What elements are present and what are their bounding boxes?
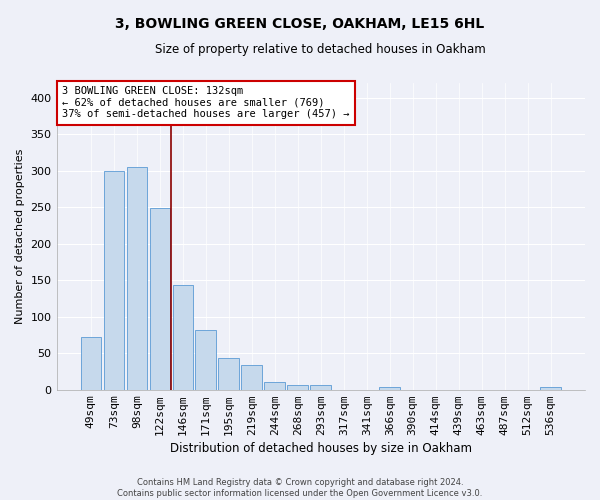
Bar [379, 387, 400, 390]
Bar [265, 382, 285, 390]
Title: Size of property relative to detached houses in Oakham: Size of property relative to detached ho… [155, 42, 486, 56]
Y-axis label: Number of detached properties: Number of detached properties [15, 148, 25, 324]
Bar [104, 172, 124, 390]
Text: 3 BOWLING GREEN CLOSE: 132sqm
← 62% of detached houses are smaller (769)
37% of : 3 BOWLING GREEN CLOSE: 132sqm ← 62% of d… [62, 86, 349, 120]
Bar [218, 358, 239, 390]
Bar [196, 330, 216, 390]
Bar [310, 384, 331, 390]
X-axis label: Distribution of detached houses by size in Oakham: Distribution of detached houses by size … [170, 442, 472, 455]
Bar [149, 208, 170, 390]
Bar [127, 167, 147, 390]
Text: Contains HM Land Registry data © Crown copyright and database right 2024.
Contai: Contains HM Land Registry data © Crown c… [118, 478, 482, 498]
Bar [241, 365, 262, 390]
Text: 3, BOWLING GREEN CLOSE, OAKHAM, LE15 6HL: 3, BOWLING GREEN CLOSE, OAKHAM, LE15 6HL [115, 18, 485, 32]
Bar [540, 387, 561, 390]
Bar [80, 337, 101, 390]
Bar [173, 284, 193, 390]
Bar [287, 386, 308, 390]
